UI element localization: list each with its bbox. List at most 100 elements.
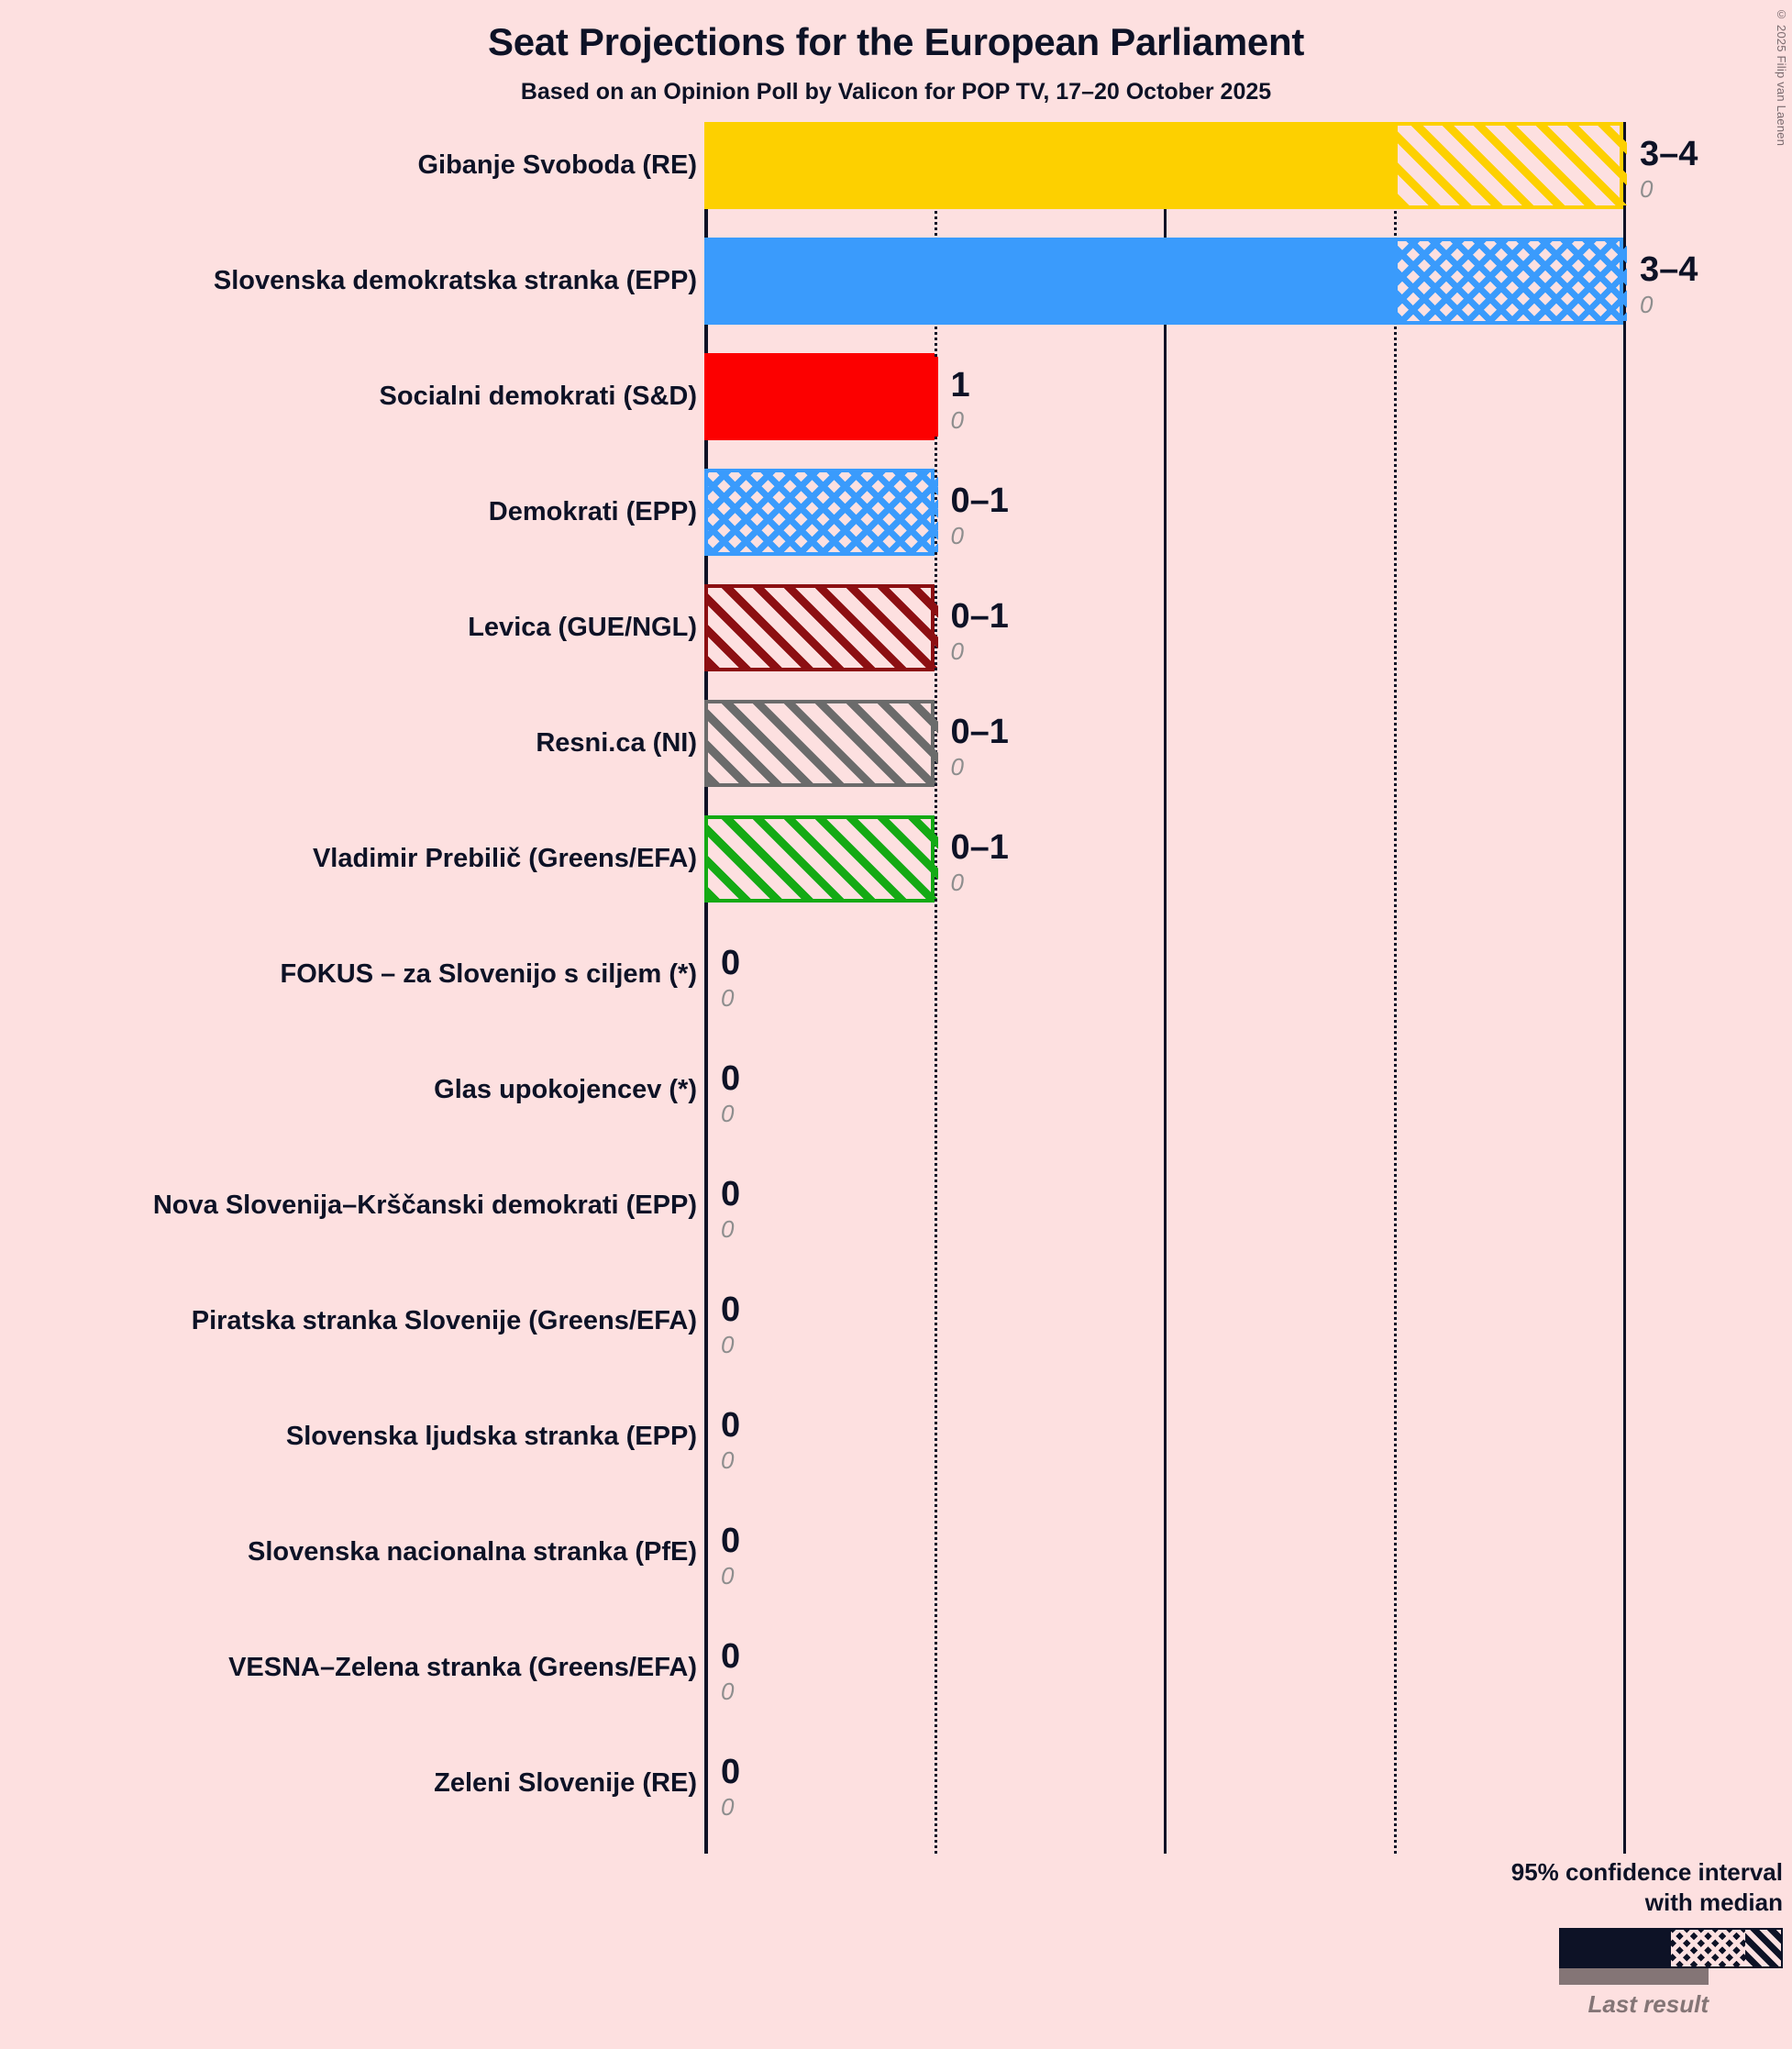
seat-range-value: 0 — [721, 1175, 741, 1213]
bar-confidence-interval — [708, 472, 938, 552]
bar-row: Resni.ca (NI) 0–1 0 — [0, 700, 1792, 787]
seat-range-value: 3–4 — [1640, 250, 1698, 289]
gridline-1 — [934, 122, 937, 1854]
bar — [704, 353, 938, 440]
seat-range-value: 1 — [950, 366, 970, 404]
bar-row: Vladimir Prebilič (Greens/EFA) 0–1 0 — [0, 815, 1792, 903]
bar — [704, 469, 938, 556]
bar-row: Zeleni Slovenije (RE) 0 0 — [0, 1740, 1792, 1827]
legend-hatch-segment — [1745, 1930, 1781, 1966]
bar-median-fill — [708, 241, 1398, 321]
bar — [704, 122, 1627, 209]
party-label: Slovenska ljudska stranka (EPP) — [285, 1422, 697, 1451]
party-label: FOKUS – za Slovenijo s ciljem (*) — [280, 959, 697, 989]
gridline-0 — [704, 122, 708, 1854]
legend-ci-label: 95% confidence interval — [1510, 1858, 1783, 1886]
last-result-value: 0 — [950, 406, 964, 434]
seat-range-value: 0 — [721, 944, 741, 982]
bar — [704, 815, 938, 903]
plot-gridlines — [704, 122, 1626, 1854]
bar-median-fill — [708, 357, 938, 437]
last-result-value: 0 — [721, 984, 735, 1012]
legend-crosshatch-segment — [1671, 1930, 1745, 1966]
bar-row: Nova Slovenija–Krščanski demokrati (EPP)… — [0, 1162, 1792, 1249]
party-label: Zeleni Slovenije (RE) — [434, 1768, 697, 1798]
bar-outline — [704, 238, 1627, 325]
bar-confidence-interval — [708, 703, 938, 783]
last-result-value: 0 — [721, 1793, 735, 1821]
bar-confidence-interval — [708, 819, 938, 899]
party-label: Slovenska nacionalna stranka (PfE) — [248, 1537, 697, 1567]
seat-range-value: 0–1 — [950, 828, 1009, 867]
bar-median-fill — [708, 126, 1398, 205]
bar-row: Socialni demokrati (S&D) 1 0 — [0, 353, 1792, 440]
bar-row: Slovenska nacionalna stranka (PfE) 0 0 — [0, 1509, 1792, 1596]
party-label: Levica (GUE/NGL) — [468, 613, 697, 642]
seat-range-value: 0 — [721, 1059, 741, 1098]
chart-subtitle: Based on an Opinion Poll by Valicon for … — [520, 79, 1272, 105]
party-label: Demokrati (EPP) — [488, 497, 697, 526]
page-title: Seat Projections for the European Parlia… — [487, 20, 1305, 63]
copyright-notice: © 2025 Filip van Laenen — [1775, 7, 1788, 147]
last-result-value: 0 — [950, 522, 964, 549]
last-result-value: 0 — [721, 1100, 735, 1127]
bar-confidence-interval — [1397, 126, 1627, 205]
bar-row: Levica (GUE/NGL) 0–1 0 — [0, 584, 1792, 671]
bar-row: Slovenska ljudska stranka (EPP) 0 0 — [0, 1393, 1792, 1480]
bar-confidence-interval — [708, 588, 938, 668]
party-label: Piratska stranka Slovenije (Greens/EFA) — [191, 1306, 697, 1335]
bar-outline — [704, 353, 938, 440]
party-label: Glas upokojencev (*) — [434, 1075, 697, 1104]
seat-range-value: 0–1 — [950, 597, 1009, 636]
last-result-value: 0 — [950, 869, 964, 896]
bar — [704, 238, 1627, 325]
last-result-value: 0 — [721, 1331, 735, 1358]
bar-row: Gibanje Svoboda (RE) 3–4 0 — [0, 122, 1792, 209]
bar-row: Piratska stranka Slovenije (Greens/EFA) 0… — [0, 1278, 1792, 1365]
bar-outline — [704, 469, 938, 556]
bar-row: Slovenska demokratska stranka (EPP) 3–4 0 — [0, 238, 1792, 325]
last-result-value: 0 — [950, 753, 964, 781]
legend-interval-swatch — [1559, 1928, 1783, 1968]
seat-range-value: 3–4 — [1640, 135, 1698, 173]
last-result-value: 0 — [1640, 175, 1654, 203]
bar-row: FOKUS – za Slovenijo s ciljem (*) 0 0 — [0, 931, 1792, 1018]
last-result-value: 0 — [721, 1562, 735, 1589]
party-label: Resni.ca (NI) — [536, 728, 697, 758]
bar-row: Glas upokojencev (*) 0 0 — [0, 1047, 1792, 1134]
seat-range-value: 0 — [721, 1290, 741, 1329]
seat-range-value: 0 — [721, 1637, 741, 1676]
bar-row: Demokrati (EPP) 0–1 0 — [0, 469, 1792, 556]
seat-range-value: 0 — [721, 1406, 741, 1445]
bar-row: VESNA–Zelena stranka (Greens/EFA) 0 0 — [0, 1624, 1792, 1711]
party-label: VESNA–Zelena stranka (Greens/EFA) — [228, 1653, 697, 1682]
last-result-value: 0 — [721, 1678, 735, 1705]
last-result-value: 0 — [721, 1215, 735, 1243]
legend-median-label: with median — [1644, 1888, 1783, 1916]
last-result-value: 0 — [1640, 291, 1654, 318]
legend-last-result-label: Last result — [1587, 1990, 1709, 2018]
seat-range-value: 0 — [721, 1753, 741, 1791]
gridline-4 — [1623, 122, 1626, 1854]
seat-range-value: 0–1 — [950, 713, 1009, 751]
party-label: Socialni demokrati (S&D) — [379, 382, 697, 411]
seat-range-value: 0–1 — [950, 482, 1009, 520]
party-label: Slovenska demokratska stranka (EPP) — [213, 266, 697, 295]
seat-range-value: 0 — [721, 1522, 741, 1560]
party-label: Nova Slovenija–Krščanski demokrati (EPP) — [152, 1191, 697, 1220]
gridline-2 — [1164, 122, 1167, 1854]
bar-outline — [704, 815, 938, 903]
last-result-value: 0 — [721, 1446, 735, 1474]
bar-outline — [704, 122, 1627, 209]
party-label: Vladimir Prebilič (Greens/EFA) — [312, 844, 697, 873]
bar-outline — [704, 700, 938, 787]
last-result-value: 0 — [950, 637, 964, 665]
bar-outline — [704, 584, 938, 671]
bar-confidence-interval — [1397, 241, 1627, 321]
party-label: Gibanje Svoboda (RE) — [417, 150, 697, 180]
bar — [704, 584, 938, 671]
bar — [704, 700, 938, 787]
gridline-3 — [1393, 122, 1397, 1854]
chart-legend: 95% confidence interval with median Last… — [1425, 1857, 1783, 2019]
legend-last-result-swatch — [1559, 1968, 1709, 1985]
